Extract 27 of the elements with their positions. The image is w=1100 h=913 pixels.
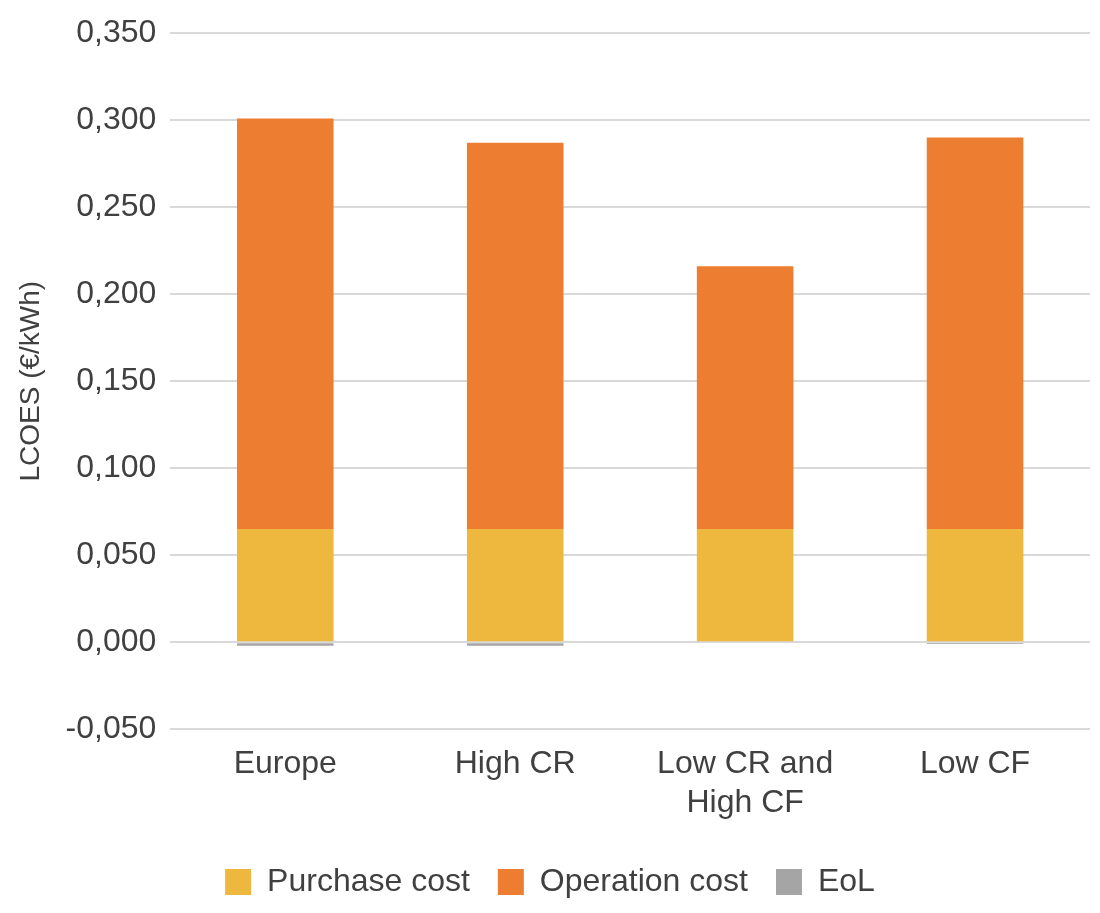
bar xyxy=(926,137,1024,530)
y-tick-label: 0,150 xyxy=(76,361,157,398)
legend-label: Purchase cost xyxy=(267,861,470,898)
bar xyxy=(466,643,564,646)
y-tick-label: 0,100 xyxy=(76,448,157,485)
y-tick-label: 0,200 xyxy=(76,274,157,311)
bar xyxy=(466,142,564,530)
bar xyxy=(237,118,334,530)
bar xyxy=(237,529,334,642)
bar xyxy=(237,643,334,646)
bar xyxy=(926,529,1024,642)
legend-label: EoL xyxy=(817,861,875,898)
legend-label: Operation cost xyxy=(539,861,749,898)
y-axis-title: LCOES (€/kWh) xyxy=(13,280,45,482)
x-tick-label: High CR xyxy=(454,744,576,781)
y-tick-label: -0,050 xyxy=(65,709,157,746)
y-tick-label: 0,300 xyxy=(76,100,157,137)
bar xyxy=(696,266,794,530)
x-tick-label: Low CR and High CF xyxy=(657,744,834,819)
x-tick-label: Low CF xyxy=(919,744,1031,781)
x-tick-label: Europe xyxy=(233,744,337,781)
bar xyxy=(696,529,794,642)
y-tick-label: 0,000 xyxy=(76,622,157,659)
y-tick-label: 0,050 xyxy=(76,535,157,572)
y-tick-label: 0,250 xyxy=(76,187,157,224)
bar xyxy=(466,529,564,642)
y-tick-label: 0,350 xyxy=(76,13,157,50)
